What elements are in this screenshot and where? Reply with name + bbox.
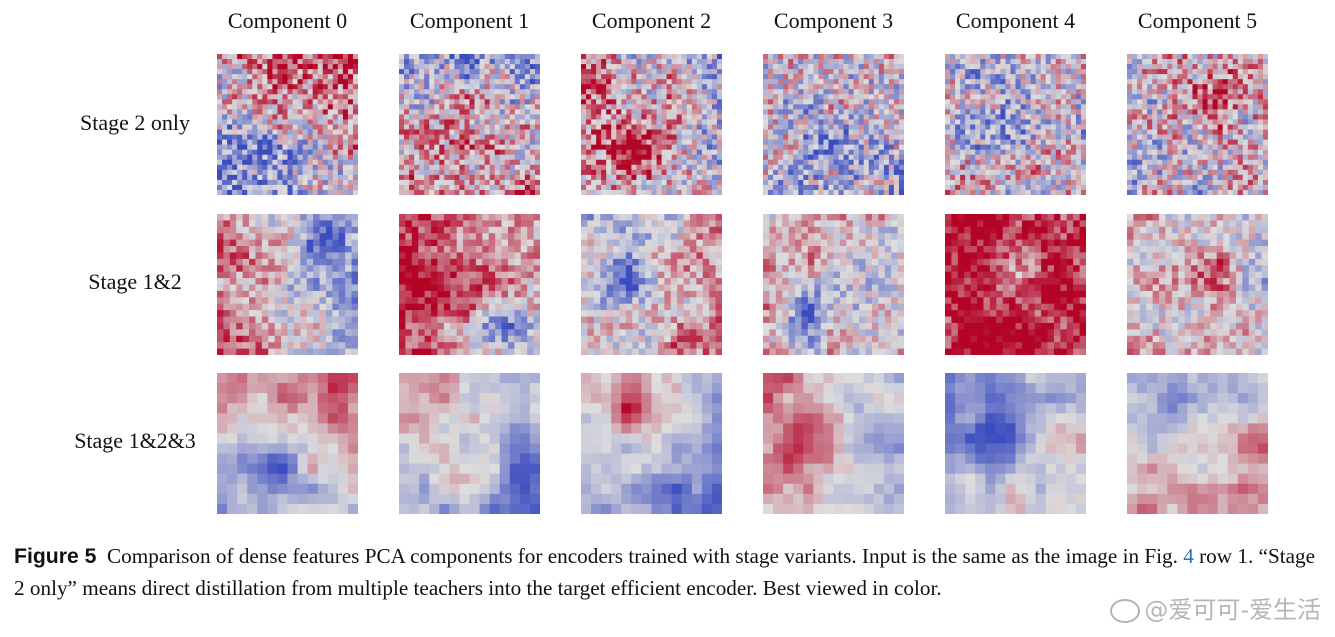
column-header-component-1: Component 1 [409,8,530,33]
column-header-component-5: Component 5 [1137,8,1258,33]
pca-tile-stage-2-only-component-3 [763,54,904,195]
pca-tile-stage-2-only-component-2 [581,54,722,195]
figure-caption: Figure 5 Comparison of dense features PC… [14,541,1321,603]
pca-tile-stage-1-2-component-4 [945,214,1086,355]
column-header-component-2: Component 2 [591,8,712,33]
pca-tile-stage-1-2-component-5 [1127,214,1268,355]
row-label-stage-1-2: Stage 1&2 [88,269,182,294]
pca-tile-stage-1-2-3-component-3 [763,373,904,514]
pca-tile-stage-1-2-3-component-4 [945,373,1086,514]
figure-reference-link[interactable]: 4 [1183,544,1194,568]
row-label-stage-1-2-3: Stage 1&2&3 [74,428,196,453]
watermark: @爱可可-爱生活 [1110,590,1321,625]
pca-tile-stage-1-2-3-component-5 [1127,373,1268,514]
watermark-text: @爱可可-爱生活 [1144,596,1321,624]
pca-tile-stage-2-only-component-5 [1127,54,1268,195]
pca-tile-stage-2-only-component-4 [945,54,1086,195]
pca-tile-stage-1-2-3-component-0 [217,373,358,514]
pca-tile-stage-1-2-component-2 [581,214,722,355]
caption-text-part-1: Comparison of dense features PCA compone… [107,544,1178,568]
pca-tile-stage-1-2-component-3 [763,214,904,355]
pca-tile-stage-2-only-component-1 [399,54,540,195]
pca-tile-stage-1-2-component-1 [399,214,540,355]
pca-tile-stage-1-2-3-component-2 [581,373,722,514]
pca-tile-stage-1-2-3-component-1 [399,373,540,514]
pca-tile-stage-2-only-component-0 [217,54,358,195]
weibo-icon [1110,599,1141,623]
pca-tile-stage-1-2-component-0 [217,214,358,355]
row-label-stage-2-only: Stage 2 only [80,110,190,135]
caption-text-part-2: row 1. “Stage 2 only” means direct disti… [14,544,1316,600]
figure-label: Figure 5 [14,545,97,568]
column-header-component-4: Component 4 [955,8,1076,33]
column-header-component-3: Component 3 [773,8,894,33]
column-header-component-0: Component 0 [227,8,348,33]
